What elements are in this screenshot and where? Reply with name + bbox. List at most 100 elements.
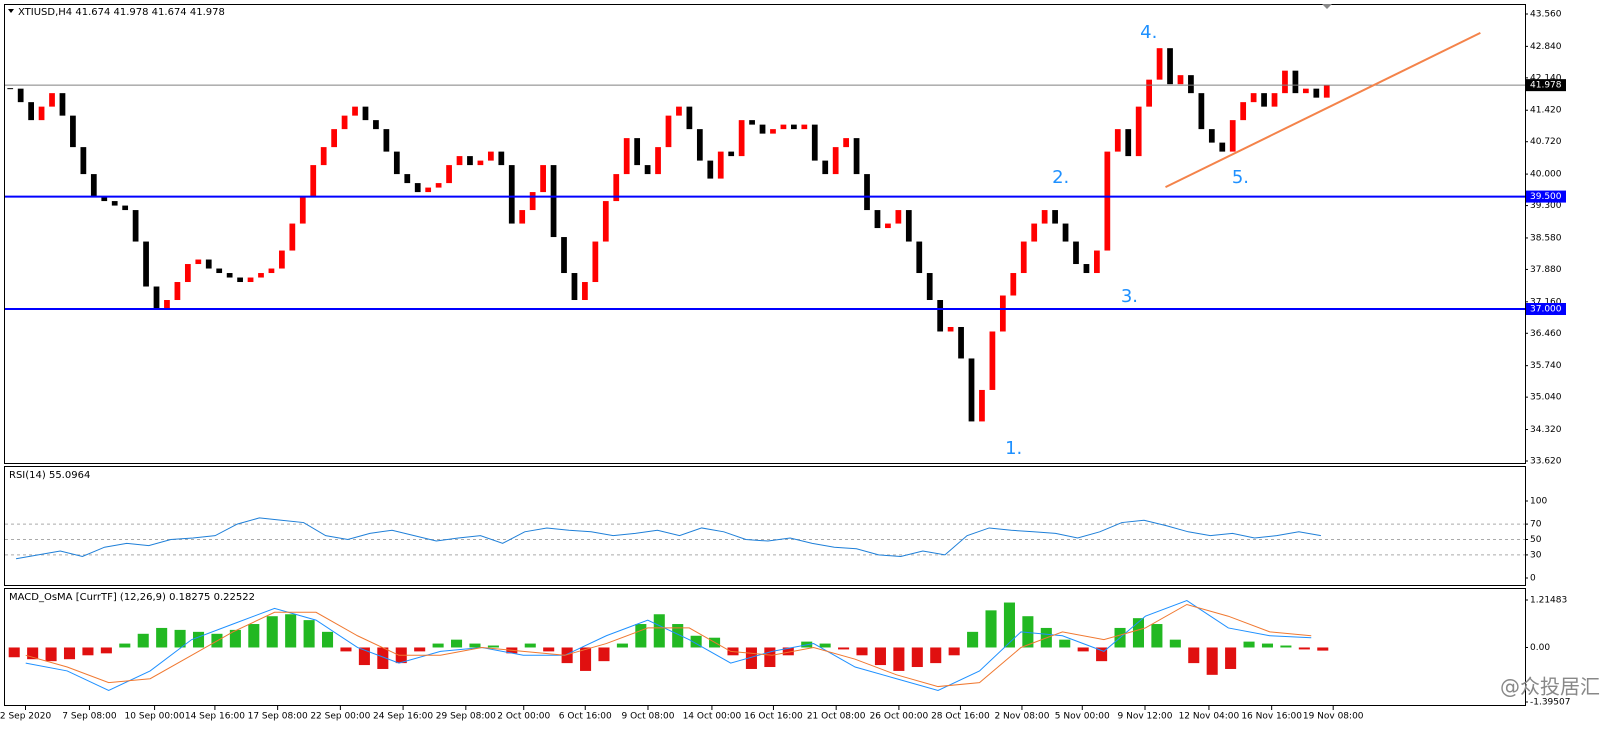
candle: [59, 93, 66, 116]
candle: [414, 183, 421, 193]
candle: [1229, 120, 1236, 152]
x-tick-label: 7 Sep 08:00: [62, 712, 117, 722]
x-tick-label: 21 Oct 08:00: [807, 712, 866, 722]
x-tick-label: 19 Nov 08:00: [1303, 712, 1364, 722]
histogram-bar: [469, 643, 481, 648]
candle: [832, 147, 839, 175]
level-label: 41.978: [1530, 81, 1562, 91]
histogram-bar: [82, 647, 94, 656]
candle: [1271, 93, 1278, 107]
candle: [676, 106, 682, 116]
rsi-panel: [4, 466, 1526, 586]
histogram-bar: [1077, 647, 1089, 652]
candle: [362, 106, 369, 121]
histogram-bar: [266, 616, 278, 648]
candle: [1292, 70, 1299, 94]
y-tick-label: 100: [1530, 497, 1547, 507]
candle: [1114, 129, 1121, 152]
y-tick-label: 40.000: [1530, 170, 1562, 180]
y-tick-label: 30: [1530, 550, 1542, 560]
histogram-bar: [653, 614, 665, 648]
candle: [1031, 223, 1038, 242]
histogram-bar: [1243, 641, 1255, 648]
candle: [320, 147, 327, 166]
histogram-bar: [192, 631, 205, 648]
histogram-bar: [690, 635, 702, 648]
candle: [310, 165, 317, 197]
x-tick-label: 14 Sep 16:00: [185, 712, 245, 722]
symbol-title: XTIUSD,H4 41.674 41.978 41.674 41.978: [18, 7, 225, 18]
candle: [1323, 85, 1330, 98]
candle: [843, 138, 849, 148]
histogram-bar: [358, 647, 370, 666]
candle: [561, 237, 567, 274]
histogram-bar: [1096, 647, 1108, 662]
candle: [237, 277, 243, 283]
x-tick-label: 24 Sep 16:00: [373, 712, 433, 722]
y-tick-label: 41.420: [1530, 106, 1562, 116]
x-tick-label: 2 Nov 08:00: [994, 712, 1049, 722]
candle: [456, 156, 463, 166]
histogram-bar: [322, 631, 334, 648]
candle: [1177, 75, 1184, 85]
candle: [1125, 129, 1132, 157]
y-tick-label: 35.040: [1530, 393, 1562, 403]
candle: [1156, 48, 1163, 80]
x-tick-label: 10 Sep 00:00: [125, 712, 185, 722]
candle: [393, 151, 400, 175]
y-tick-label: 37.880: [1530, 265, 1562, 275]
y-tick-label: 42.140: [1530, 73, 1562, 83]
candle: [1219, 142, 1226, 152]
x-tick-label: 14 Oct 00:00: [683, 712, 742, 722]
candle: [885, 223, 891, 229]
wave-label: 3.: [1121, 286, 1138, 307]
x-tick-label: 2 Sep 2020: [0, 712, 51, 722]
histogram-bar: [911, 647, 923, 668]
histogram-bar: [45, 647, 57, 662]
histogram-bar: [1225, 647, 1237, 669]
candle: [164, 300, 170, 310]
y-tick-label: 38.580: [1530, 233, 1562, 243]
x-tick-label: 9 Nov 12:00: [1118, 712, 1173, 722]
candle: [770, 129, 776, 134]
candle: [153, 286, 160, 310]
candle: [1010, 273, 1017, 296]
candle: [279, 250, 285, 269]
x-tick-label: 12 Nov 04:00: [1179, 712, 1240, 722]
candle: [1208, 129, 1215, 143]
candle: [1198, 93, 1205, 130]
histogram-bar: [561, 647, 573, 664]
candle: [853, 138, 860, 175]
x-tick-label: 16 Nov 16:00: [1241, 712, 1302, 722]
candle: [498, 151, 505, 166]
histogram-bar: [432, 643, 444, 648]
candle: [216, 268, 223, 274]
histogram-bar: [672, 624, 684, 648]
level-label-bg: [1526, 190, 1566, 203]
candle: [1052, 210, 1058, 224]
candle: [780, 124, 787, 130]
candle: [508, 165, 515, 224]
candle: [874, 210, 881, 229]
candle: [247, 277, 254, 283]
candle: [205, 259, 212, 269]
y-tick-label: 43.560: [1530, 10, 1562, 20]
candle: [1104, 151, 1111, 251]
x-tick-label: 29 Sep 08:00: [436, 712, 496, 722]
macd-title: MACD_OsMA [CurrTF] (12,26,9) 0.18275 0.2…: [9, 592, 255, 603]
histogram-bar: [616, 643, 628, 648]
candle: [1083, 264, 1090, 274]
histogram-bar: [137, 633, 149, 648]
candle: [1041, 210, 1048, 224]
candle: [968, 358, 975, 422]
candle: [864, 174, 870, 211]
histogram-bar: [248, 624, 260, 648]
candle: [38, 106, 45, 121]
candle: [1146, 79, 1153, 107]
histogram-bar: [63, 647, 76, 660]
candle: [1062, 223, 1069, 242]
x-tick-label: 26 Oct 00:00: [870, 712, 929, 722]
candle: [425, 187, 432, 193]
candle: [1240, 102, 1247, 121]
